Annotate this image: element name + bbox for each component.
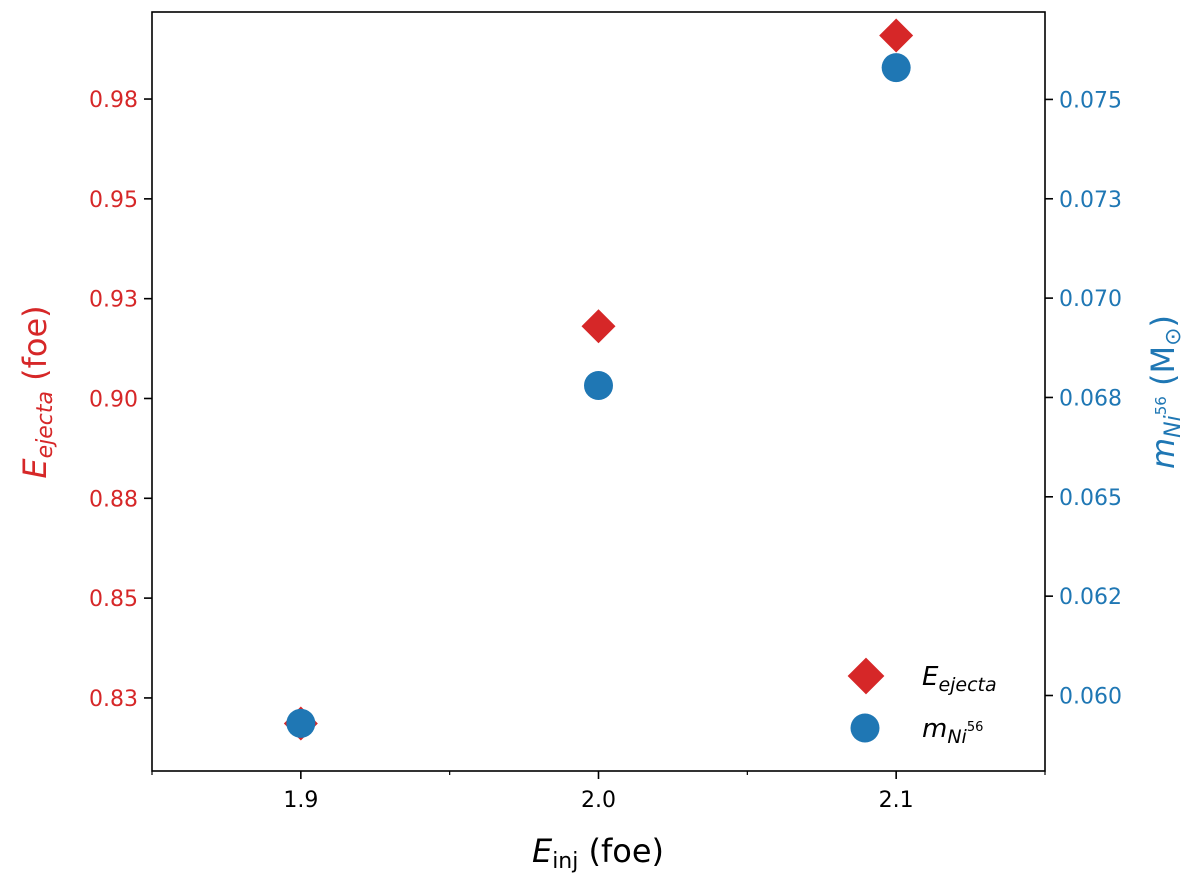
left-y-axis-label: Eejecta (foe) (16, 305, 58, 478)
legend-marker-e-ejecta (847, 657, 885, 695)
right-y-tick-label: 0.068 (1059, 386, 1122, 411)
x-axis-label: Einj (foe) (532, 832, 664, 874)
left-y-axis: 0.83 0.85 0.88 0.90 0.93 0.95 0.98 (89, 88, 152, 712)
m-ni56-point (881, 53, 911, 83)
right-y-tick-label: 0.062 (1059, 585, 1122, 610)
e-ejecta-point (581, 309, 616, 344)
right-y-tick-label: 0.070 (1059, 287, 1122, 312)
x-tick-label: 1.9 (283, 788, 318, 813)
left-y-tick-label: 0.98 (89, 88, 138, 113)
data-points (283, 18, 914, 741)
left-y-tick-label: 0.85 (89, 587, 138, 612)
legend-label-m-ni56: mNi56 (922, 714, 983, 748)
m-ni56-point (286, 708, 316, 738)
e-ejecta-point (879, 18, 914, 53)
left-y-tick-label: 0.88 (89, 487, 138, 512)
right-y-tick-label: 0.060 (1059, 684, 1122, 709)
left-y-tick-label: 0.90 (89, 387, 138, 412)
right-y-axis: 0.060 0.062 0.065 0.068 0.070 0.073 0.075 (1045, 88, 1122, 709)
left-y-tick-label: 0.95 (89, 188, 138, 213)
right-y-tick-label: 0.075 (1059, 88, 1122, 113)
left-y-tick-label: 0.93 (89, 288, 138, 313)
x-tick-label: 2.0 (581, 788, 616, 813)
legend-label-e-ejecta: Eejecta (922, 662, 997, 696)
legend: Eejecta mNi56 (847, 657, 997, 748)
right-y-axis-label: mNi56 (M⊙) (1144, 315, 1186, 469)
x-tick-label: 2.1 (879, 788, 914, 813)
m-ni56-point (584, 371, 613, 401)
right-y-tick-label: 0.065 (1059, 486, 1122, 511)
legend-marker-m-ni56 (850, 713, 880, 743)
right-y-tick-label: 0.073 (1059, 188, 1122, 213)
left-y-tick-label: 0.83 (89, 687, 138, 712)
x-axis: 1.9 2.0 2.1 (151, 771, 1046, 813)
